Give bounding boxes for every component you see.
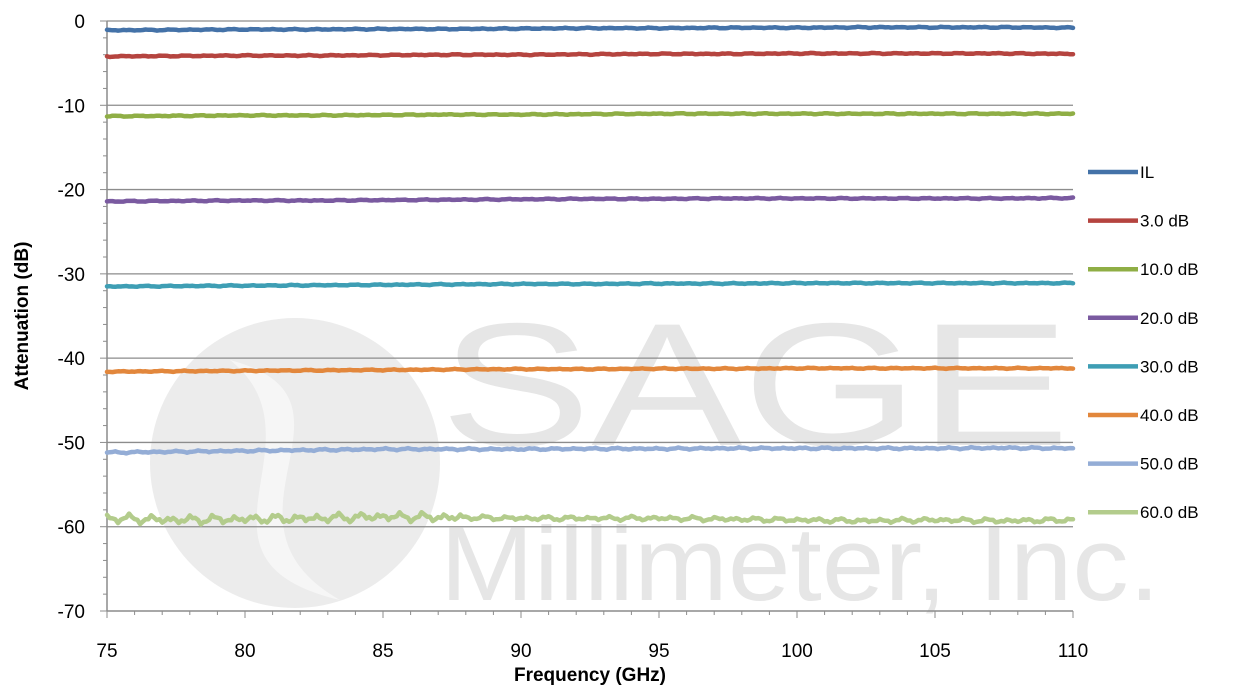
legend: IL 3.0 dB 10.0 dB 20.0 dB 30.0 dB 40.0 dB 50.0… bbox=[1088, 163, 1199, 522]
series-line-6 bbox=[104, 444, 1076, 456]
x-tick-label-1: 80 bbox=[234, 641, 255, 662]
x-tick-label-0: 75 bbox=[96, 641, 117, 662]
y-tick-label-5: -50 bbox=[58, 433, 85, 454]
x-tick-label-7: 110 bbox=[1058, 641, 1088, 662]
legend-label-3: 20.0 dB bbox=[1140, 309, 1199, 328]
legend-label-5: 40.0 dB bbox=[1140, 406, 1199, 425]
sage-watermark: SAGE Millimeter, Inc. bbox=[150, 288, 1160, 623]
y-tick-label-1: -10 bbox=[58, 96, 85, 117]
x-tick-label-5: 100 bbox=[781, 641, 813, 662]
watermark-logo-circle bbox=[150, 318, 440, 608]
series-line-3 bbox=[104, 195, 1076, 204]
series-line-7 bbox=[104, 509, 1076, 527]
watermark-logo-swirl bbox=[230, 360, 340, 600]
legend-label-0: IL bbox=[1140, 163, 1154, 182]
y-tick-label-0: 0 bbox=[74, 12, 85, 33]
y-tick-label-2: -20 bbox=[58, 181, 85, 202]
legend-label-7: 60.0 dB bbox=[1140, 503, 1199, 522]
x-axis-title: Frequency (GHz) bbox=[514, 665, 666, 685]
legend-label-4: 30.0 dB bbox=[1140, 357, 1199, 376]
series-line-1 bbox=[104, 50, 1076, 60]
legend-label-1: 3.0 dB bbox=[1140, 212, 1189, 231]
x-tick-label-3: 90 bbox=[510, 641, 531, 662]
tick-labels: 0 -10 -20 -30 -40 -50 -60 -70 75 80 85 90 95 100 105 11… bbox=[58, 12, 1089, 662]
series-line-5 bbox=[104, 365, 1076, 375]
y-tick-label-6: -60 bbox=[58, 518, 85, 539]
legend-label-2: 10.0 dB bbox=[1140, 260, 1199, 279]
y-axis-title: Attenuation (dB) bbox=[12, 242, 33, 391]
y-tick-label-4: -40 bbox=[58, 349, 85, 370]
series-line-0 bbox=[104, 24, 1076, 33]
y-tick-label-7: -70 bbox=[58, 602, 85, 623]
legend-label-6: 50.0 dB bbox=[1140, 455, 1199, 474]
watermark-text-company: Millimeter, Inc. bbox=[440, 506, 1160, 623]
grid bbox=[107, 20, 1073, 528]
series-lines bbox=[104, 24, 1076, 527]
series-line-2 bbox=[104, 110, 1076, 119]
watermark-text-sage: SAGE bbox=[440, 288, 1070, 483]
x-tick-label-4: 95 bbox=[648, 641, 669, 662]
series-line-4 bbox=[104, 280, 1076, 290]
y-tick-label-3: -30 bbox=[58, 265, 85, 286]
x-tick-label-6: 105 bbox=[919, 641, 951, 662]
x-tick-label-2: 85 bbox=[372, 641, 393, 662]
